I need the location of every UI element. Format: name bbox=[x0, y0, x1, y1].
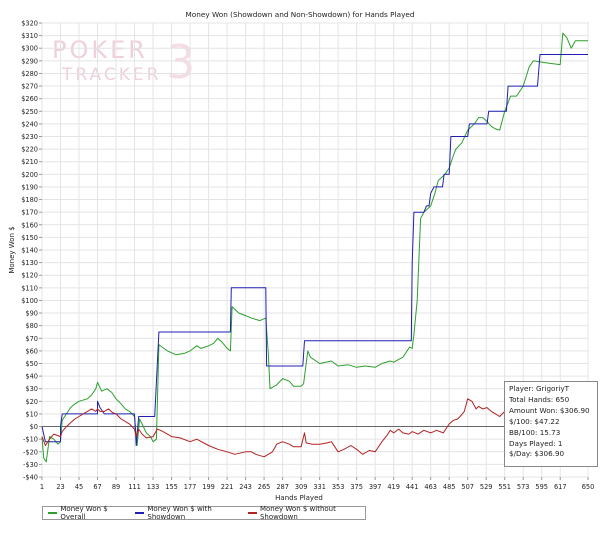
y-axis-label: Money Won $ bbox=[8, 226, 16, 273]
x-tick-label: 617 bbox=[554, 483, 567, 491]
x-tick-label: 529 bbox=[480, 483, 493, 491]
y-tick-label: $120 bbox=[21, 272, 38, 280]
x-tick-label: 650 bbox=[582, 483, 595, 491]
x-tick-label: 485 bbox=[443, 483, 456, 491]
y-tick-label: $80 bbox=[25, 322, 38, 330]
stat-player: Player: GrigoriyT bbox=[509, 384, 570, 393]
x-tick-label: 133 bbox=[147, 483, 160, 491]
y-tick-label: -$30 bbox=[23, 461, 38, 469]
x-tick-label: 507 bbox=[461, 483, 474, 491]
x-tick-label: 331 bbox=[313, 483, 326, 491]
x-tick-label: 309 bbox=[295, 483, 308, 491]
y-tick-label: $20 bbox=[25, 398, 38, 406]
x-tick-label: 353 bbox=[332, 483, 345, 491]
y-tick-label: $190 bbox=[21, 183, 38, 191]
x-tick-label: 595 bbox=[535, 483, 548, 491]
y-tick-label: -$20 bbox=[23, 448, 38, 456]
chart-title: Money Won (Showdown and Non-Showdown) fo… bbox=[185, 10, 414, 19]
y-tick-label: $10 bbox=[25, 410, 38, 418]
y-tick-label: $110 bbox=[21, 284, 38, 292]
legend-swatch-overall bbox=[48, 512, 58, 514]
y-tick-label: $220 bbox=[21, 146, 38, 154]
player-stats-box: Player: GrigoriyT Total Hands: 650 Amoun… bbox=[504, 381, 598, 467]
x-tick-label: 441 bbox=[406, 483, 419, 491]
y-tick-label: $300 bbox=[21, 45, 38, 53]
y-tick-label: $240 bbox=[21, 120, 38, 128]
legend-label-non-showdown: Money Won $ without Showdown bbox=[259, 505, 336, 521]
legend-label-overall: Money Won $ Overall bbox=[60, 505, 108, 521]
y-tick-label: $130 bbox=[21, 259, 38, 267]
stat-per-100: $/100: $47.22 bbox=[509, 416, 560, 426]
y-tick-label: $200 bbox=[21, 171, 38, 179]
x-tick-label: 155 bbox=[165, 483, 178, 491]
x-tick-label: 397 bbox=[369, 483, 382, 491]
watermark-line2: TRACKER bbox=[61, 65, 161, 85]
x-tick-label: 1 bbox=[40, 483, 44, 491]
y-tick-label: $140 bbox=[21, 247, 38, 255]
y-tick-label: $250 bbox=[21, 108, 38, 116]
y-tick-label: $230 bbox=[21, 133, 38, 141]
y-tick-label: $290 bbox=[21, 57, 38, 65]
y-tick-label: $70 bbox=[25, 335, 38, 343]
x-tick-label: 177 bbox=[184, 483, 197, 491]
x-tick-label: 551 bbox=[498, 483, 511, 491]
y-tick-label: $90 bbox=[25, 310, 38, 318]
x-tick-label: 265 bbox=[258, 483, 271, 491]
y-axis-ticks: -$40 -$30 -$20 -$10 $0 $10 $20 $30 $40 $50 $60 $70 $… bbox=[21, 20, 42, 482]
x-axis-label: Hands Played bbox=[275, 494, 323, 502]
y-tick-label: $50 bbox=[25, 360, 38, 368]
y-tick-label: $320 bbox=[21, 20, 38, 28]
y-tick-label: $280 bbox=[21, 70, 38, 78]
legend-swatch-non-showdown bbox=[247, 512, 257, 514]
y-tick-label: $30 bbox=[25, 385, 38, 393]
x-tick-label: 287 bbox=[276, 483, 289, 491]
y-tick-label: $210 bbox=[21, 158, 38, 166]
y-tick-label: $260 bbox=[21, 95, 38, 103]
y-tick-label: $180 bbox=[21, 196, 38, 204]
watermark-numeral: 3 bbox=[166, 35, 195, 89]
poker-tracker-watermark: POKER TRACKER 3 bbox=[52, 35, 195, 89]
y-tick-label: $160 bbox=[21, 221, 38, 229]
y-tick-label: $170 bbox=[21, 209, 38, 217]
x-tick-label: 89 bbox=[112, 483, 120, 491]
y-tick-label: $100 bbox=[21, 297, 38, 305]
x-tick-label: 67 bbox=[93, 483, 101, 491]
x-tick-label: 375 bbox=[350, 483, 363, 491]
stat-per-day: $/Day: $306.90 bbox=[509, 449, 565, 459]
y-tick-label: $40 bbox=[25, 373, 38, 381]
x-tick-label: 45 bbox=[75, 483, 83, 491]
y-tick-label: $310 bbox=[21, 32, 38, 40]
y-tick-label: $0 bbox=[30, 423, 38, 431]
y-tick-label: $150 bbox=[21, 234, 38, 242]
watermark-line1: POKER bbox=[52, 36, 148, 64]
x-tick-label: 573 bbox=[517, 483, 530, 491]
series-line-showdown bbox=[41, 54, 588, 446]
x-tick-label: 199 bbox=[202, 483, 215, 491]
x-tick-label: 111 bbox=[128, 483, 141, 491]
x-tick-label: 243 bbox=[239, 483, 252, 491]
stat-amount-won: Amount Won: $306.90 bbox=[509, 405, 590, 415]
legend-label-showdown: Money Won $ with Showdown bbox=[147, 505, 212, 521]
stat-days-played: Days Played: 1 bbox=[509, 438, 563, 448]
y-tick-label: -$10 bbox=[23, 436, 38, 444]
x-tick-label: 23 bbox=[56, 483, 64, 491]
legend-item-overall: Money Won $ Overall bbox=[48, 505, 124, 521]
stat-total-hands: Total Hands: 650 bbox=[509, 394, 570, 404]
y-tick-label: -$40 bbox=[23, 474, 38, 482]
legend-swatch-showdown bbox=[135, 512, 145, 514]
x-axis-ticks: 1 23 45 67 89 111 133 155 177 199 221 243 265 287 309 3… bbox=[40, 477, 594, 491]
x-tick-label: 463 bbox=[424, 483, 437, 491]
x-tick-label: 419 bbox=[387, 483, 400, 491]
legend-item-showdown: Money Won $ with Showdown bbox=[135, 505, 237, 521]
y-tick-label: $270 bbox=[21, 83, 38, 91]
stat-bb-100: BB/100: 15.73 bbox=[509, 427, 561, 437]
y-tick-label: $60 bbox=[25, 347, 38, 355]
legend-item-non-showdown: Money Won $ without Showdown bbox=[247, 505, 359, 521]
x-tick-label: 221 bbox=[221, 483, 234, 491]
chart-legend: Money Won $ Overall Money Won $ with Sho… bbox=[42, 505, 366, 521]
